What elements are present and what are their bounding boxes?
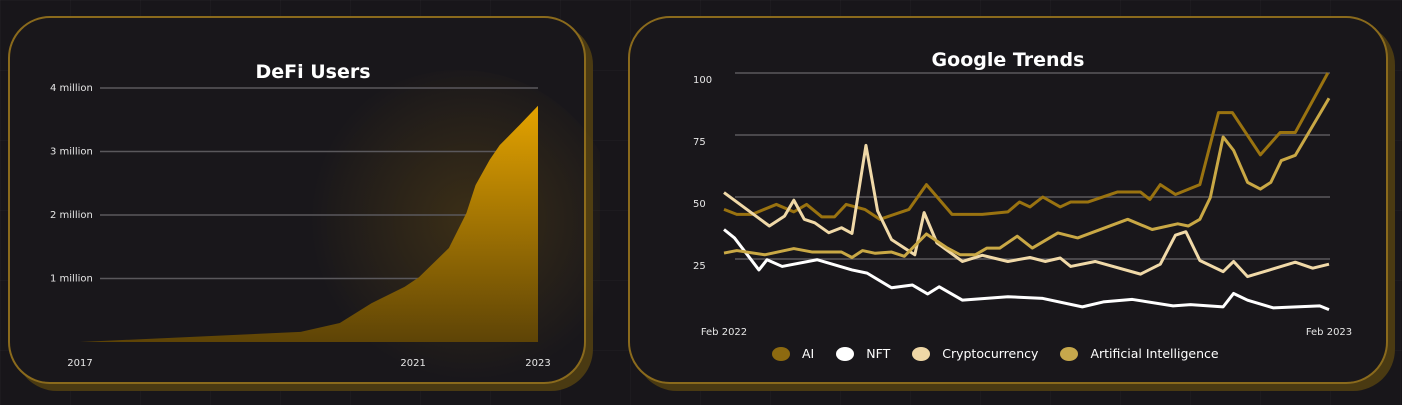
- legend-label: AI: [802, 346, 815, 361]
- legend-item-cryptocurrency[interactable]: Cryptocurrency: [912, 346, 1038, 361]
- chart-title: Google Trends: [932, 49, 1085, 71]
- y-tick-label: 25: [693, 261, 706, 272]
- legend-item-artificial-intelligence[interactable]: Artificial Intelligence: [1060, 346, 1219, 361]
- y-tick-label: 3 million: [50, 147, 93, 158]
- y-tick-label: 75: [693, 137, 706, 148]
- google-trends-card: [628, 16, 1388, 384]
- legend-label: NFT: [866, 346, 891, 361]
- series-line-artificial-intelligence: [723, 97, 1331, 260]
- x-tick-label: 2023: [525, 358, 550, 369]
- y-tick-label: 4 million: [50, 83, 93, 94]
- series-line-cryptocurrency: [723, 143, 1330, 279]
- legend-swatch: [772, 346, 790, 361]
- legend-label: Artificial Intelligence: [1090, 346, 1219, 361]
- legend-swatch: [1060, 346, 1079, 361]
- series-line-ai: [723, 72, 1330, 221]
- legend-label: Cryptocurrency: [942, 346, 1039, 361]
- x-tick-label: 2017: [67, 358, 92, 369]
- legend-item-nft[interactable]: NFT: [836, 346, 890, 361]
- defi-users-chart: DeFi Users 1 million 2 million 3 million 4 …: [50, 61, 600, 390]
- series-line-nft: [723, 228, 1330, 311]
- chart-title: DeFi Users: [255, 61, 370, 83]
- defi-users-area: [80, 105, 538, 342]
- legend-swatch: [912, 346, 931, 361]
- y-tick-label: 1 million: [50, 274, 93, 285]
- y-tick-label: 100: [693, 75, 712, 86]
- y-tick-label: 50: [693, 199, 706, 210]
- legend-swatch: [836, 346, 855, 361]
- x-tick-label: Feb 2023: [1306, 327, 1352, 338]
- x-tick-label: Feb 2022: [701, 327, 747, 338]
- legend-item-ai[interactable]: AI: [772, 346, 814, 361]
- x-tick-label: 2021: [400, 358, 425, 369]
- y-tick-label: 2 million: [50, 210, 93, 221]
- chart-legend: AI NFT Cryptocurrency Artificial Intelli…: [772, 346, 1241, 361]
